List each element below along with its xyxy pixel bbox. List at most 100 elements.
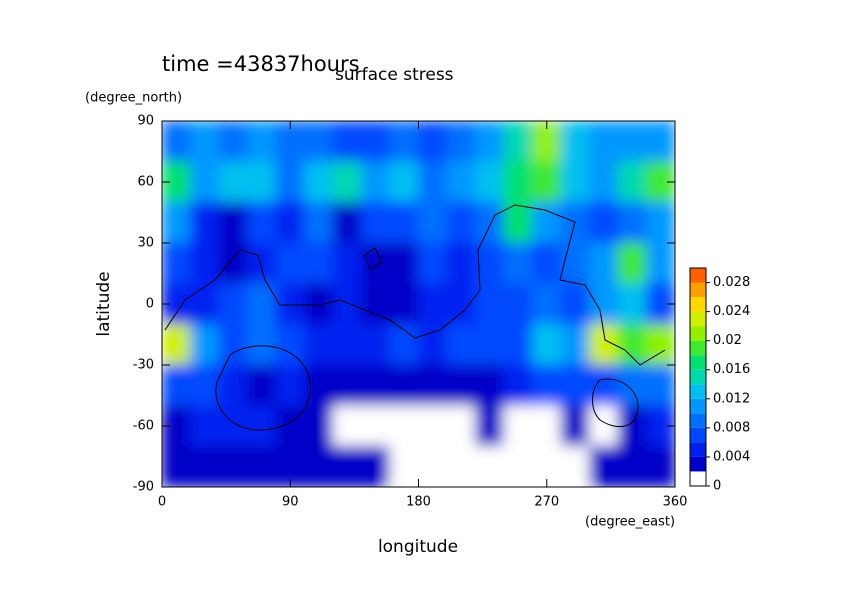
cell [560,121,590,163]
cell [304,161,334,203]
cell [162,121,191,163]
y-tick-label: 90 [137,114,154,129]
cell [646,242,675,285]
cell [218,445,248,487]
cell [304,121,334,163]
cell [190,121,220,163]
cell [162,323,191,366]
cell [446,201,476,244]
cell [560,323,590,366]
colorbar-swatch [690,398,706,414]
cell [532,323,562,366]
cell [560,405,590,447]
cell [475,283,505,325]
cell [475,364,505,407]
colorbar-tick-label: 0.02 [713,333,742,348]
cell [617,445,647,487]
x-unit: (degree_east) [585,515,675,530]
y-tick-label: 30 [137,236,154,251]
cell [589,445,619,487]
cell [275,364,305,407]
cell [304,405,334,447]
cell [418,201,448,244]
cell [617,364,647,407]
cell [503,405,533,447]
cell [617,283,647,325]
cell [617,323,647,366]
cell [475,405,505,447]
y-tick-label: 0 [146,297,154,312]
y-tick-label: -30 [133,358,154,373]
colorbar-frame [689,267,707,487]
cell [560,364,590,407]
cell [332,323,362,366]
coastlines [164,204,666,431]
cell [475,161,505,203]
cell [361,201,391,244]
colorbar-swatch [690,355,706,370]
cell [503,161,533,203]
cell [532,242,562,285]
colorbar-swatch [690,311,706,327]
cell [389,283,419,325]
cell [275,323,305,366]
y-axis-label: latitude [94,271,114,336]
cell [361,445,391,487]
colorbar-swatch [690,369,706,385]
cell [218,364,248,407]
cell [218,405,248,447]
cell [475,201,505,244]
cell [190,283,220,325]
cell [332,364,362,407]
cell [247,445,277,487]
cell [418,323,448,366]
cell [560,242,590,285]
cell [418,242,448,285]
cell [361,161,391,203]
cell [190,161,220,203]
cell [418,445,448,487]
cell [304,323,334,366]
cell [247,201,277,244]
cell [560,161,590,203]
cell [247,364,277,407]
cell [475,242,505,285]
cell [247,161,277,203]
cell [646,201,675,244]
cell [332,445,362,487]
cell [247,242,277,285]
cell [589,201,619,244]
cell [446,121,476,163]
cell [503,445,533,487]
cell [617,161,647,203]
cell [190,201,220,244]
cell [275,283,305,325]
colorbar-swatch [690,456,706,472]
x-tick-label: 90 [282,495,299,510]
coastline [164,204,666,366]
cell [304,445,334,487]
cell [418,283,448,325]
cell [218,242,248,285]
cell [446,161,476,203]
cell [218,161,248,203]
cell [418,121,448,163]
cell [332,405,362,447]
y-unit: (degree_north) [85,91,182,106]
x-tick-label: 360 [663,495,688,510]
cell [617,121,647,163]
cell [162,364,191,407]
cell [190,405,220,447]
cell [218,283,248,325]
cell [418,364,448,407]
colorbar-tick-label: 0.024 [713,304,750,319]
cell [646,121,675,163]
chart-title: surface stress [335,65,454,85]
colorbar-swatch [690,471,706,486]
cell [218,201,248,244]
cell [361,323,391,366]
colorbar-swatch [690,427,706,443]
cell [162,445,191,487]
colorbar-tick-label: 0.028 [713,275,750,290]
